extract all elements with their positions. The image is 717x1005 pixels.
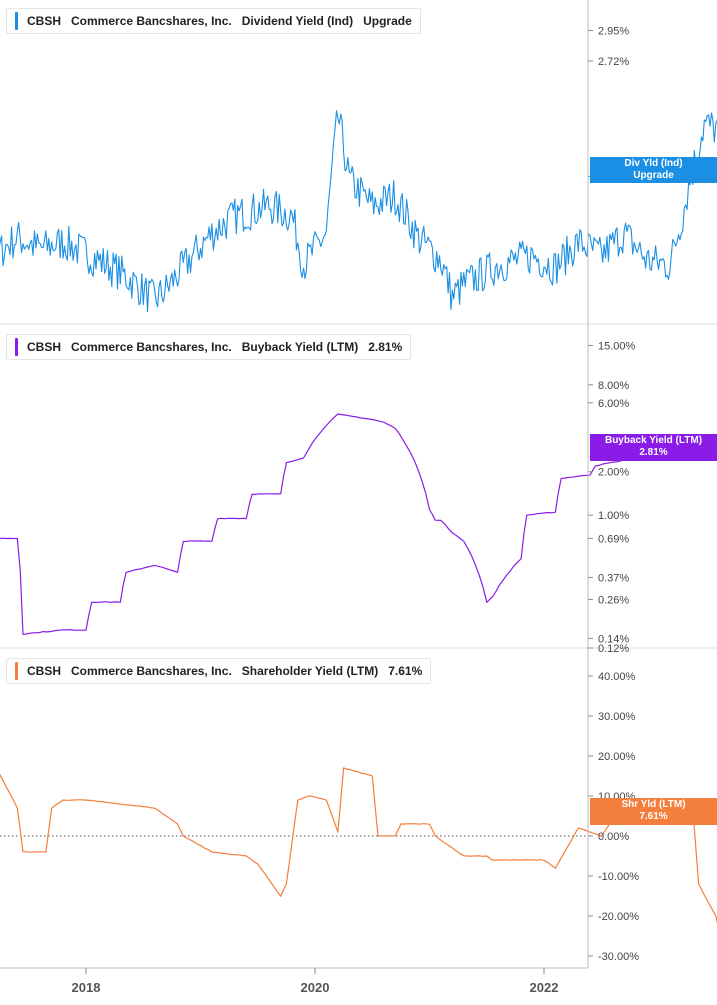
series-color-swatch xyxy=(15,12,18,30)
y-tick-label: 0.37% xyxy=(598,572,629,584)
x-tick-label: 2022 xyxy=(530,980,559,995)
legend-symbol: CBSH xyxy=(27,664,61,678)
legend-company: Commerce Bancshares, Inc. xyxy=(71,340,232,354)
series-color-swatch xyxy=(15,338,18,356)
y-tick-label: 2.95% xyxy=(598,26,629,38)
legend-buyback-yield: CBSH Commerce Bancshares, Inc. Buyback Y… xyxy=(6,334,411,360)
y-tick-label: 0.69% xyxy=(598,533,629,545)
y-tick-label: 8.00% xyxy=(598,380,629,392)
legend-symbol: CBSH xyxy=(27,14,61,28)
legend-value: 2.81% xyxy=(368,340,402,354)
legend-company: Commerce Bancshares, Inc. xyxy=(71,14,232,28)
y-tick-label: 0.26% xyxy=(598,595,629,607)
legend-dividend-yield: CBSH Commerce Bancshares, Inc. Dividend … xyxy=(6,8,421,34)
y-tick-label: 6.00% xyxy=(598,398,629,410)
y-tick-label: 0.12% xyxy=(598,643,629,655)
current-value-badge-dividend[interactable]: Div Yld (Ind) Upgrade xyxy=(590,157,717,183)
y-tick-label: -20.00% xyxy=(598,911,639,923)
badge-label: Buyback Yield (LTM) xyxy=(590,435,717,447)
legend-metric: Shareholder Yield (LTM) xyxy=(242,664,378,678)
legend-company: Commerce Bancshares, Inc. xyxy=(71,664,232,678)
badge-value: Upgrade xyxy=(590,170,717,182)
legend-symbol: CBSH xyxy=(27,340,61,354)
y-tick-label: 40.00% xyxy=(598,671,636,683)
y-tick-label: -10.00% xyxy=(598,871,639,883)
y-tick-label: 0.00% xyxy=(598,831,629,843)
series-color-swatch xyxy=(15,662,18,680)
y-tick-label: 2.00% xyxy=(598,467,629,479)
badge-value: 7.61% xyxy=(590,811,717,823)
y-tick-label: 1.00% xyxy=(598,510,629,522)
badge-label: Shr Yld (LTM) xyxy=(590,799,717,811)
legend-value[interactable]: Upgrade xyxy=(363,14,412,28)
series-line-0 xyxy=(0,79,717,311)
legend-value: 7.61% xyxy=(388,664,422,678)
current-value-badge-shareholder: Shr Yld (LTM) 7.61% xyxy=(590,798,717,825)
y-tick-label: 15.00% xyxy=(598,340,636,352)
current-value-badge-buyback: Buyback Yield (LTM) 2.81% xyxy=(590,434,717,461)
badge-label: Div Yld (Ind) xyxy=(590,158,717,170)
legend-shareholder-yield: CBSH Commerce Bancshares, Inc. Sharehold… xyxy=(6,658,431,684)
y-tick-label: 30.00% xyxy=(598,711,636,723)
legend-metric: Dividend Yield (Ind) xyxy=(242,14,353,28)
x-tick-label: 2018 xyxy=(72,980,101,995)
x-tick-label: 2020 xyxy=(301,980,330,995)
badge-value: 2.81% xyxy=(590,447,717,459)
legend-metric: Buyback Yield (LTM) xyxy=(242,340,358,354)
y-tick-label: -30.00% xyxy=(598,951,639,963)
y-tick-label: 2.72% xyxy=(598,56,629,68)
y-tick-label: 20.00% xyxy=(598,751,636,763)
